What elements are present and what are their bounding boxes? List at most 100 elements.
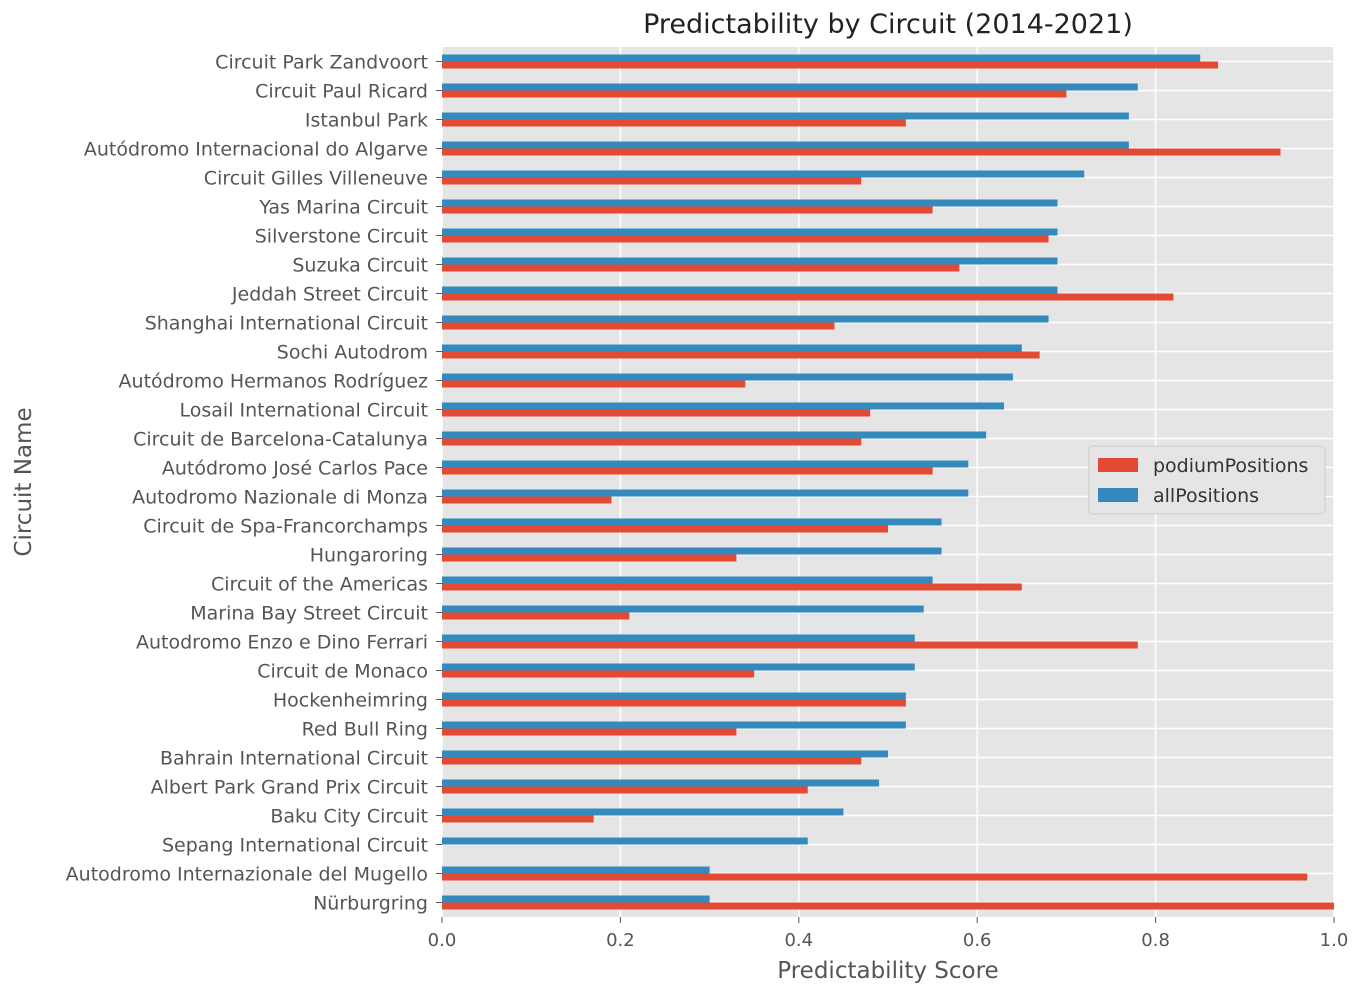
y-tick-label: Losail International Circuit: [180, 400, 428, 422]
bar-allPositions: [442, 518, 942, 526]
y-tick-label: Yas Marina Circuit: [258, 197, 428, 219]
legend: podiumPositions allPositions: [1088, 445, 1326, 515]
bar-allPositions: [442, 692, 906, 700]
y-tick-label: Circuit Gilles Villeneuve: [204, 168, 428, 190]
y-tick-label: Bahrain International Circuit: [160, 748, 428, 770]
y-tick-label: Hockenheimring: [273, 690, 428, 712]
bar-podiumPositions: [442, 641, 1138, 649]
bar-allPositions: [442, 576, 933, 584]
bar-allPositions: [442, 112, 1129, 120]
y-tick-label: Hungaroring: [310, 545, 428, 567]
x-tick-label: 0.0: [428, 930, 457, 951]
x-tick-label: 0.2: [606, 930, 635, 951]
bar-podiumPositions: [442, 786, 808, 794]
bar-podiumPositions: [442, 699, 906, 707]
bar-allPositions: [442, 402, 1004, 410]
y-tick-label: Autodromo Internazionale del Mugello: [66, 864, 428, 886]
x-tick-label: 0.4: [784, 930, 813, 951]
bar-allPositions: [442, 837, 808, 845]
bar-allPositions: [442, 141, 1129, 149]
y-tick-label: Sochi Autodrom: [277, 342, 428, 364]
y-tick-labels: Circuit Park Zandvoort Circuit Paul Ricar…: [66, 52, 442, 915]
bar-podiumPositions: [442, 438, 862, 446]
bar-allPositions: [442, 431, 987, 439]
y-tick-label: Nürburgring: [313, 893, 428, 915]
bar-allPositions: [442, 228, 1058, 236]
bar-allPositions: [442, 721, 906, 729]
bar-allPositions: [442, 808, 844, 816]
bar-allPositions: [442, 489, 969, 497]
bar-podiumPositions: [442, 322, 835, 330]
bar-podiumPositions: [442, 177, 862, 185]
legend-swatch-all: [1098, 488, 1138, 502]
bar-allPositions: [442, 286, 1058, 294]
bars: [442, 54, 1334, 910]
bar-allPositions: [442, 750, 888, 758]
y-tick-label: Shanghai International Circuit: [145, 313, 428, 335]
y-tick-label: Marina Bay Street Circuit: [190, 603, 428, 625]
y-tick-label: Circuit de Spa-Francorchamps: [143, 516, 428, 538]
y-tick-label: Autódromo José Carlos Pace: [162, 458, 428, 480]
bar-podiumPositions: [442, 148, 1281, 156]
bar-podiumPositions: [442, 728, 737, 736]
y-axis-label: Circuit Name: [11, 407, 37, 556]
y-tick-label: Circuit of the Americas: [211, 574, 428, 596]
bar-allPositions: [442, 663, 915, 671]
bar-podiumPositions: [442, 525, 888, 533]
legend-frame: [1088, 445, 1326, 515]
y-tick-label: Istanbul Park: [305, 110, 428, 132]
y-tick-label: Albert Park Grand Prix Circuit: [151, 777, 428, 799]
bar-podiumPositions: [442, 61, 1219, 69]
bar-allPositions: [442, 83, 1138, 91]
y-tick-label: Autódromo Hermanos Rodríguez: [119, 371, 428, 393]
bar-allPositions: [442, 344, 1022, 352]
legend-label-podium: podiumPositions: [1153, 455, 1308, 477]
chart-title: Predictability by Circuit (2014-2021): [643, 9, 1133, 40]
bar-podiumPositions: [442, 757, 862, 765]
bar-allPositions: [442, 605, 924, 613]
bar-allPositions: [442, 866, 710, 874]
bar-allPositions: [442, 170, 1085, 178]
bar-allPositions: [442, 895, 710, 903]
y-tick-label: Jeddah Street Circuit: [231, 284, 428, 306]
bar-podiumPositions: [442, 235, 1049, 243]
x-tick-label: 0.8: [1141, 930, 1170, 951]
bar-podiumPositions: [442, 351, 1040, 359]
bar-podiumPositions: [442, 119, 906, 127]
legend-label-all: allPositions: [1153, 485, 1259, 507]
bar-podiumPositions: [442, 670, 755, 678]
bar-podiumPositions: [442, 815, 594, 823]
x-tick-labels: 0.0 0.2 0.4 0.6 0.8 1.0: [428, 917, 1349, 951]
bar-podiumPositions: [442, 467, 933, 475]
bar-allPositions: [442, 460, 969, 468]
bar-podiumPositions: [442, 496, 612, 504]
bar-podiumPositions: [442, 90, 1067, 98]
bar-allPositions: [442, 779, 880, 787]
y-tick-label: Circuit Paul Ricard: [255, 81, 428, 103]
y-tick-label: Suzuka Circuit: [292, 255, 428, 277]
y-tick-label: Sepang International Circuit: [162, 835, 428, 857]
y-tick-label: Autodromo Nazionale di Monza: [132, 487, 428, 509]
bar-podiumPositions: [442, 902, 1334, 910]
y-tick-label: Circuit Park Zandvoort: [215, 52, 428, 74]
y-tick-label: Autodromo Enzo e Dino Ferrari: [136, 632, 428, 654]
bar-podiumPositions: [442, 612, 630, 620]
y-tick-label: Baku City Circuit: [270, 806, 428, 828]
bar-allPositions: [442, 373, 1013, 381]
x-axis-label: Predictability Score: [777, 958, 998, 984]
bar-podiumPositions: [442, 409, 871, 417]
y-tick-label: Circuit de Barcelona-Catalunya: [133, 429, 428, 451]
y-tick-label: Autódromo Internacional do Algarve: [84, 139, 428, 161]
y-tick-label: Silverstone Circuit: [255, 226, 428, 248]
bar-podiumPositions: [442, 380, 746, 388]
bar-allPositions: [442, 199, 1058, 207]
bar-podiumPositions: [442, 873, 1308, 881]
legend-swatch-podium: [1098, 458, 1138, 472]
bar-allPositions: [442, 547, 942, 555]
bar-allPositions: [442, 634, 915, 642]
x-tick-label: 1.0: [1320, 930, 1349, 951]
bar-allPositions: [442, 257, 1058, 265]
bar-allPositions: [442, 315, 1049, 323]
x-tick-label: 0.6: [963, 930, 992, 951]
